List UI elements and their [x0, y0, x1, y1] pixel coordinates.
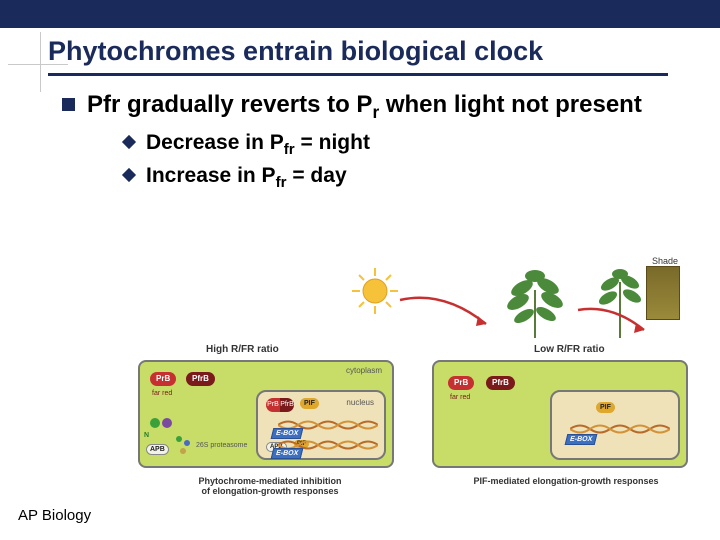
title-area: Phytochromes entrain biological clock	[0, 28, 720, 76]
green-blob-icon	[150, 418, 160, 428]
shade-label: Shade	[652, 256, 678, 266]
nucleus-right: PIF E-BOX	[550, 390, 680, 460]
ebox-label: E-BOX	[271, 448, 304, 459]
prb-pill: PrB	[150, 372, 176, 386]
ratio-right-label: Low R/FR ratio	[534, 344, 605, 355]
sun-icon	[350, 266, 400, 321]
arrow-sun-to-plant-left	[394, 294, 494, 339]
caption-left-line2: of elongation-growth responses	[201, 486, 338, 496]
sub1-mid: fr	[284, 142, 295, 159]
ratio-left-label: High R/FR ratio	[206, 344, 279, 355]
main-bullet-pre: Pfr gradually reverts to P	[87, 91, 372, 118]
sub2-mid: fr	[276, 174, 287, 191]
caption-left-line1: Phytochrome-mediated inhibition	[198, 476, 341, 486]
plant-left-icon	[500, 260, 570, 345]
cytoplasm-label: cytoplasm	[346, 366, 382, 375]
pfrb-pill: PfrB	[186, 372, 215, 386]
square-bullet-icon	[62, 98, 75, 111]
main-bullet-text: Pfr gradually reverts to Pr when light n…	[87, 90, 642, 123]
small-dot-icon	[176, 436, 182, 442]
dna-strand-icon	[278, 438, 368, 448]
nucleus-left: nucleus PrB PfrB PIF E-BOX APB PIF	[256, 390, 386, 460]
cell-right: PrB PfrB far red PIF E-BOX	[432, 360, 688, 468]
sub2-post: = day	[287, 164, 347, 187]
far-red-label: far red	[450, 394, 470, 401]
arrow-plant-to-shade	[572, 304, 652, 343]
n-marker: N	[144, 432, 149, 439]
cell-left: cytoplasm PrB PfrB far red N APB 26S pro…	[138, 360, 394, 468]
main-bullet-post: when light not present	[379, 91, 642, 118]
proteasome-label: 26S proteasome	[196, 442, 247, 449]
combo-prb: PrB	[266, 398, 280, 412]
sub1-pre: Decrease in P	[146, 131, 284, 154]
top-bar	[0, 0, 720, 28]
small-dot-icon	[180, 448, 186, 454]
diamond-bullet-icon	[122, 135, 136, 149]
sub-bullet-2: Increase in Pfr = day	[124, 162, 680, 193]
sub1-post: = night	[295, 131, 370, 154]
main-bullet-row: Pfr gradually reverts to Pr when light n…	[62, 90, 680, 123]
ebox-label: E-BOX	[565, 434, 598, 445]
dna-strand-icon	[570, 422, 660, 432]
prb-pill: PrB	[448, 376, 474, 390]
purple-blob-icon	[162, 418, 172, 428]
combo-pfrb: PfrB	[280, 398, 294, 412]
sub-bullet-1-text: Decrease in Pfr = night	[146, 129, 370, 160]
content-area: Pfr gradually reverts to Pr when light n…	[0, 76, 720, 193]
nucleus-label: nucleus	[346, 398, 374, 407]
sub-bullet-list: Decrease in Pfr = night Increase in Pfr …	[62, 129, 680, 193]
sub2-pre: Increase in P	[146, 164, 276, 187]
caption-left: Phytochrome-mediated inhibition of elong…	[170, 476, 370, 496]
phytochrome-diagram: Shade High R/FR ratio Low R/FR ratio cyt…	[150, 260, 690, 500]
sub-bullet-1: Decrease in Pfr = night	[124, 129, 680, 160]
far-red-label: far red	[152, 390, 172, 397]
pif-pill: PIF	[300, 398, 319, 409]
prb-pfrb-combo: PrB PfrB	[266, 398, 294, 412]
sub-bullet-2-text: Increase in Pfr = day	[146, 162, 347, 193]
caption-right: PIF-mediated elongation-growth responses	[466, 476, 666, 486]
pfrb-pill: PfrB	[486, 376, 515, 390]
dna-strand-icon	[278, 418, 368, 428]
diamond-bullet-icon	[122, 168, 136, 182]
slide-title: Phytochromes entrain biological clock	[48, 36, 720, 71]
apb-pill: APB	[146, 444, 169, 455]
pif-pill: PIF	[596, 402, 615, 413]
small-dot-icon	[184, 440, 190, 446]
title-underline	[48, 73, 668, 76]
footer-label: AP Biology	[18, 507, 91, 524]
